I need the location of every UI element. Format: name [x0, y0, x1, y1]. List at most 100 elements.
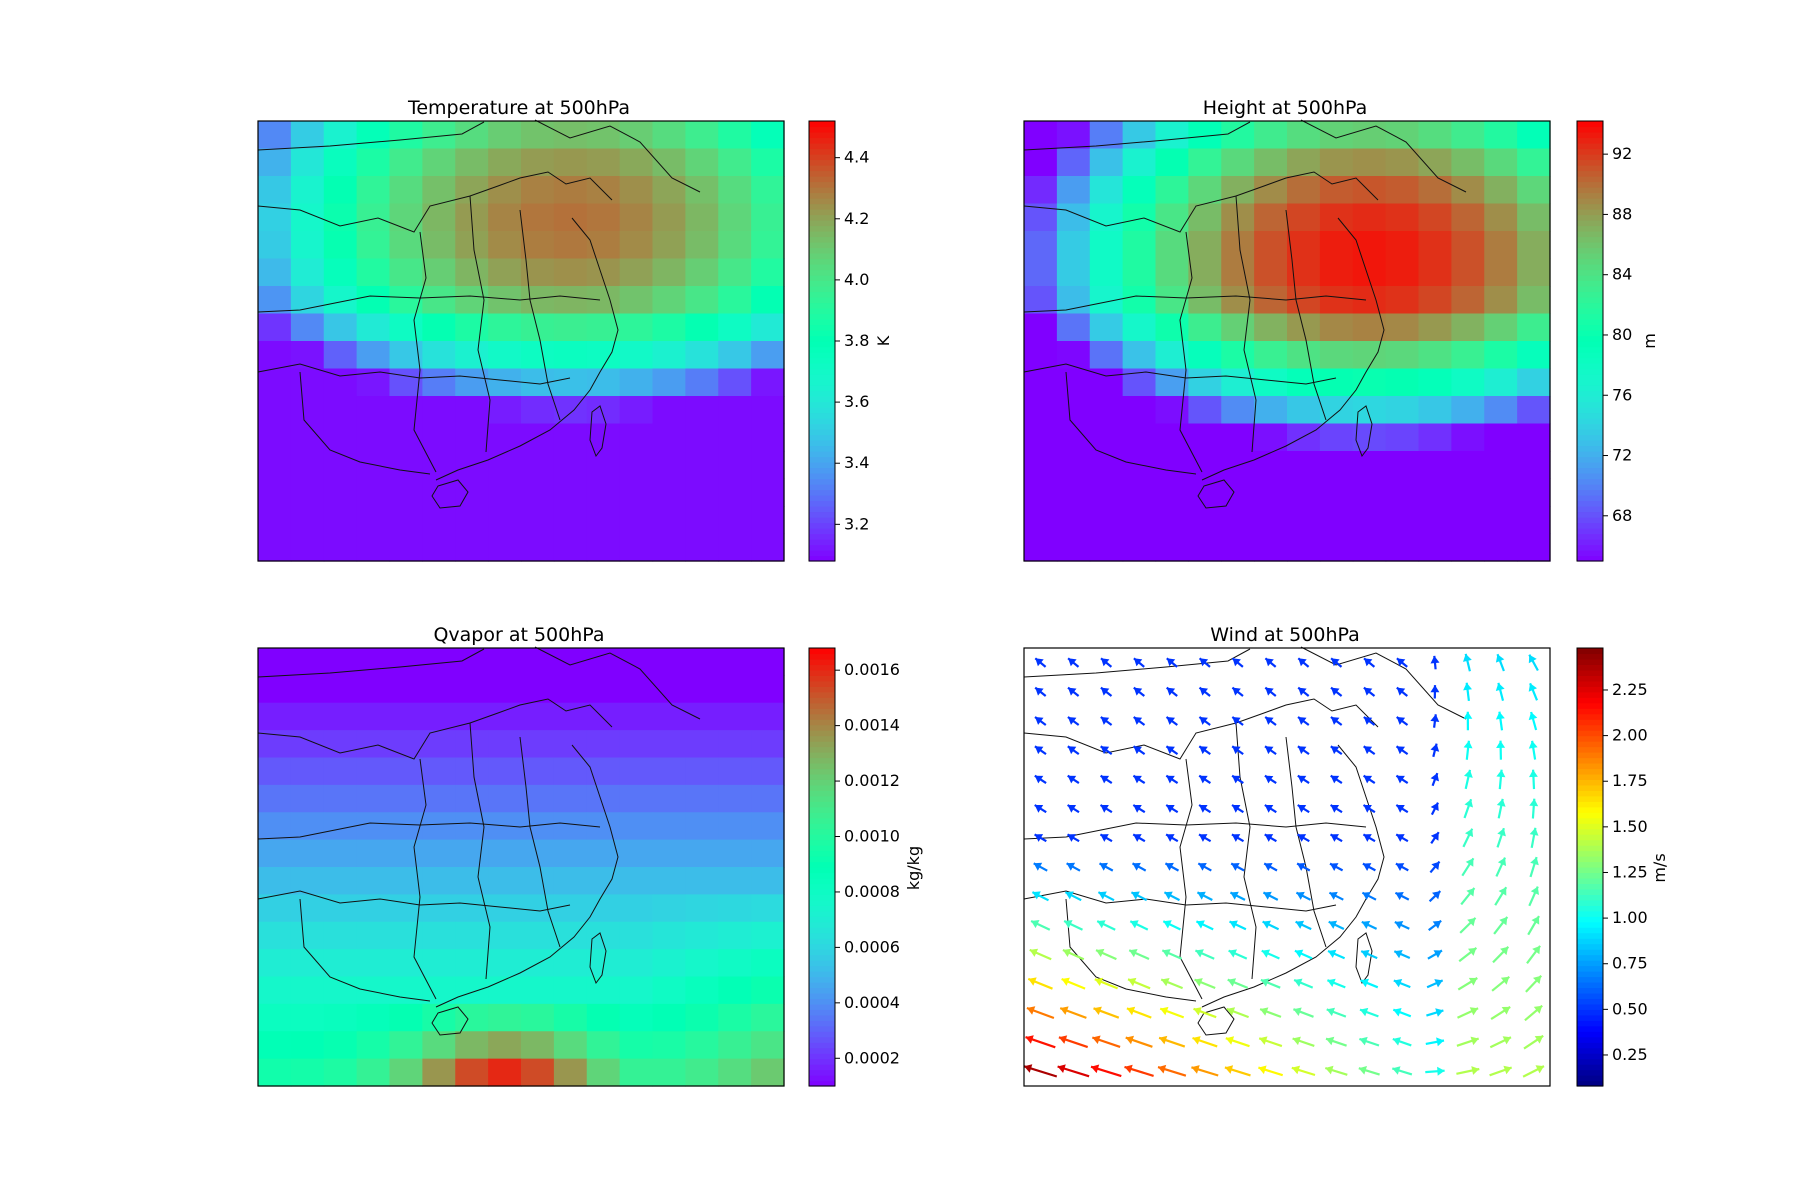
- colorbar-segment: [809, 949, 835, 956]
- wind-arrow: [1191, 1065, 1219, 1077]
- colorbar-segment: [809, 297, 835, 304]
- heatmap-cell: [1188, 148, 1222, 177]
- heatmap-cell: [521, 506, 555, 535]
- island-taiwan: [589, 932, 607, 985]
- wind-arrow: [1430, 802, 1439, 816]
- colorbar-segment: [809, 828, 835, 835]
- colorbar-segment: [809, 550, 835, 557]
- heatmap-cell: [521, 1031, 555, 1060]
- colorbar-segment: [809, 517, 835, 524]
- heatmap-cell: [389, 675, 423, 704]
- heatmap-cell: [1056, 478, 1091, 507]
- colorbar-segment: [809, 423, 835, 430]
- wind-arrow-head: [1034, 775, 1044, 784]
- wind-arrow: [1494, 886, 1508, 906]
- heatmap-cell: [389, 451, 423, 480]
- heatmap-cell: [685, 396, 719, 425]
- colorbar-segment: [1577, 648, 1603, 655]
- wind-arrow-head: [1330, 746, 1340, 755]
- wind-arrow-head: [1329, 891, 1338, 900]
- heatmap-cell: [1024, 258, 1058, 287]
- colorbar-segment: [1577, 713, 1603, 720]
- colorbar-segment: [1577, 658, 1603, 666]
- colorbar-segment: [1577, 943, 1603, 950]
- wind-arrow-head: [1100, 834, 1109, 842]
- colorbar-segment: [1577, 275, 1603, 282]
- wind-arrow: [1063, 920, 1083, 931]
- wind-arrow: [1165, 774, 1179, 785]
- colorbar-segment: [1577, 746, 1603, 753]
- colorbar-segment: [809, 170, 835, 177]
- colorbar-tick-label: 4.0: [844, 270, 869, 289]
- wind-arrow: [1198, 686, 1211, 697]
- heatmap-cell: [356, 478, 391, 507]
- wind-arrow: [1296, 862, 1311, 872]
- colorbar-segment: [809, 1069, 835, 1076]
- colorbar-segment: [1577, 823, 1603, 830]
- colorbar-label: m: [1640, 333, 1659, 349]
- island-hainan: [431, 479, 469, 509]
- heatmap-cell: [258, 341, 292, 370]
- wind-arrow: [1264, 716, 1277, 726]
- colorbar-segment: [809, 905, 835, 912]
- heatmap-cell: [323, 258, 358, 287]
- heatmap-cell: [685, 784, 719, 813]
- wind-arrow-head: [1294, 949, 1304, 958]
- wind-arrow-head: [1092, 1035, 1101, 1044]
- colorbar-segment: [809, 1080, 835, 1087]
- heatmap-cell: [652, 176, 686, 205]
- heatmap-cell: [521, 231, 555, 260]
- heatmap-cell: [1155, 533, 1189, 562]
- heatmap-cell: [1155, 148, 1189, 177]
- heatmap-cell: [1188, 258, 1222, 287]
- heatmap-cell: [323, 176, 358, 205]
- colorbar-segment: [1577, 954, 1603, 961]
- wind-arrow-head: [1358, 1066, 1367, 1075]
- wind-arrow: [1297, 774, 1310, 785]
- heatmap-cell: [751, 533, 785, 562]
- colorbar-tick-label: 68: [1612, 506, 1632, 525]
- heatmap-cell: [751, 867, 785, 895]
- wind-arrow: [1529, 856, 1539, 878]
- wind-arrow: [1457, 1007, 1479, 1019]
- heatmap-cell: [652, 894, 686, 923]
- colorbar-segment: [1577, 719, 1603, 726]
- wind-arrow-head: [1029, 948, 1039, 957]
- heatmap-cell: [1484, 148, 1518, 177]
- heatmap-cell: [521, 176, 555, 205]
- colorbar-segment: [1577, 434, 1603, 441]
- heatmap-cell: [1188, 368, 1222, 397]
- heatmap-cell: [1484, 396, 1518, 425]
- wind-arrow: [1328, 920, 1345, 930]
- wind-arrow-head: [1326, 1036, 1335, 1046]
- heatmap-cell: [389, 839, 423, 868]
- colorbar-segment: [809, 236, 835, 243]
- heatmap-cell: [553, 533, 588, 562]
- heatmap-cell: [1319, 423, 1354, 452]
- heatmap-cell: [1089, 148, 1124, 177]
- wind-arrow-head: [1471, 1066, 1480, 1075]
- heatmap-cell: [619, 176, 654, 205]
- heatmap-cell: [553, 286, 588, 315]
- heatmap-cell: [1385, 258, 1420, 287]
- wind-arrow: [1295, 891, 1312, 901]
- heatmap-cell: [1024, 451, 1058, 480]
- wind-arrow: [1293, 978, 1314, 989]
- heatmap-cell: [356, 313, 391, 342]
- heatmap-cell: [1451, 368, 1485, 397]
- wind-arrow: [1132, 774, 1146, 785]
- colorbar-segment: [809, 407, 835, 414]
- heatmap-cell: [652, 506, 686, 535]
- panel-title: Qvapor at 500hPa: [433, 624, 604, 646]
- colorbar-segment: [809, 834, 835, 841]
- heatmap-cell: [1188, 533, 1222, 562]
- heatmap-cell: [356, 148, 391, 177]
- colorbar-tick-label: 80: [1612, 325, 1632, 344]
- wind-arrow-head: [1430, 743, 1440, 752]
- heatmap-cell: [1352, 286, 1387, 315]
- heatmap-cell: [553, 341, 588, 370]
- heatmap-cell: [718, 702, 752, 731]
- heatmap-cell: [1418, 203, 1452, 232]
- heatmap-cell: [1418, 231, 1452, 260]
- heatmap-cell: [586, 396, 621, 425]
